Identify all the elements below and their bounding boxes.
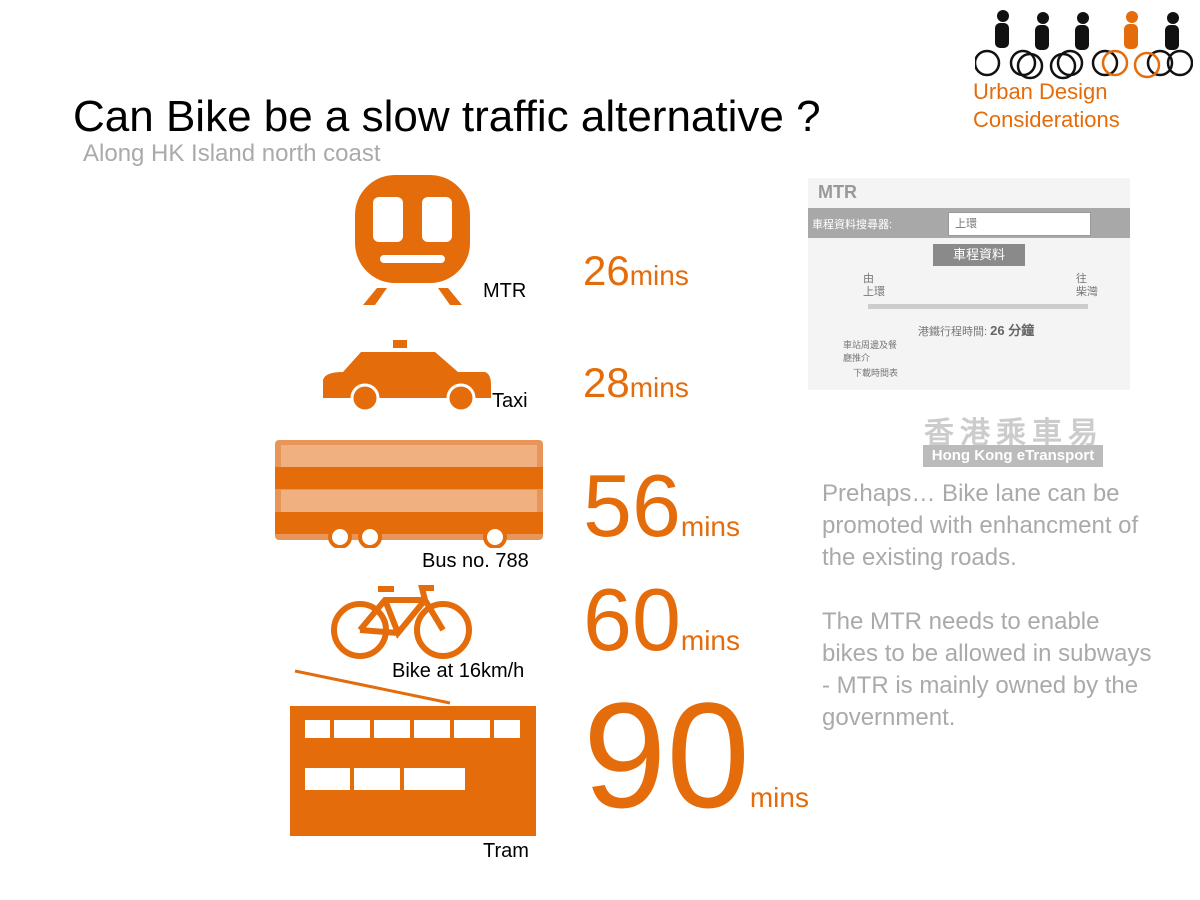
time-mtr: 26mins bbox=[583, 247, 689, 294]
to-label: 往 bbox=[1076, 273, 1087, 285]
mtr-logo: MTR bbox=[818, 182, 857, 202]
station-info: 車站周邊及餐廳推介 bbox=[843, 340, 898, 363]
mode-label-bike: Bike at 16km/h bbox=[392, 660, 525, 682]
time-bike: 60mins bbox=[583, 570, 741, 669]
mode-label-mtr: MTR bbox=[483, 280, 527, 302]
from-label: 由 bbox=[863, 273, 874, 285]
bus-icon bbox=[275, 440, 543, 548]
journey-time: 26 分鐘 bbox=[990, 323, 1035, 338]
taxi-icon bbox=[323, 340, 491, 412]
etransport-chinese: 香港乘車易 bbox=[924, 417, 1104, 450]
brand-text: Urban Design Considerations bbox=[973, 79, 1120, 132]
journey-button: 車程資料 bbox=[933, 244, 1025, 266]
to-station: 柴灣 bbox=[1076, 286, 1098, 298]
mtr-journey-screenshot: MTR 車程資料搜尋器: 上環 車程資料 由 上環 往 柴灣 港鐵行程時間: 2… bbox=[808, 178, 1130, 390]
bicycle-icon bbox=[331, 585, 472, 659]
from-station: 上環 bbox=[863, 286, 885, 298]
search-input: 上環 bbox=[948, 212, 1091, 236]
cyclists-logo-icon bbox=[975, 10, 1193, 80]
mode-label-taxi: Taxi bbox=[492, 390, 528, 412]
journey-time-label: 港鐵行程時間: bbox=[918, 326, 988, 338]
etransport-logo: Hong Kong eTransport bbox=[923, 445, 1103, 467]
note-1: Prehaps… Bike lane can be promoted with … bbox=[822, 480, 1139, 571]
tram-icon bbox=[290, 669, 536, 836]
note-2: The MTR needs to enable bikes to be allo… bbox=[822, 608, 1152, 731]
page-subtitle: Along HK Island north coast bbox=[83, 140, 381, 167]
search-label: 車程資料搜尋器: bbox=[812, 219, 893, 231]
timetable-link: 下載時間表 bbox=[853, 368, 899, 378]
train-icon bbox=[355, 175, 470, 305]
time-tram: 90mins bbox=[583, 671, 809, 839]
time-taxi: 28mins bbox=[583, 359, 689, 406]
mode-label-bus: Bus no. 788 bbox=[422, 550, 529, 572]
time-bus: 56mins bbox=[583, 456, 741, 555]
mode-label-tram: Tram bbox=[483, 840, 529, 862]
notes: Prehaps… Bike lane can be promoted with … bbox=[822, 478, 1162, 766]
page-title: Can Bike be a slow traffic alternative ? bbox=[73, 92, 821, 141]
